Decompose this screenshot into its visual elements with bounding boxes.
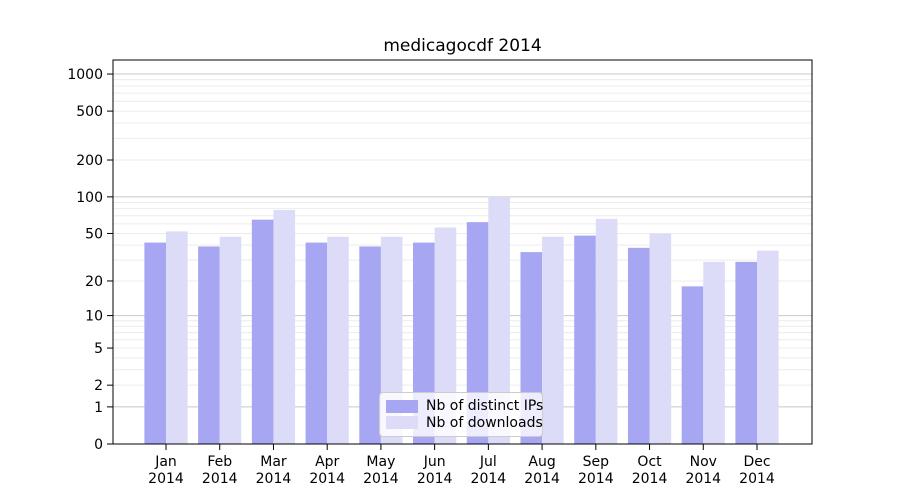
x-tick-label-year: 2014 <box>471 471 507 487</box>
bar-nb-of-downloads-sep-2014 <box>595 218 618 444</box>
bar-nb-of-downloads-dec-2014 <box>756 250 779 444</box>
bar-nb-of-distinct-ips-sep-2014 <box>574 235 596 444</box>
bar-nb-of-downloads-oct-2014 <box>649 233 672 444</box>
y-tick-label: 2 <box>94 378 103 394</box>
bar-nb-of-distinct-ips-feb-2014 <box>198 246 220 444</box>
y-tick-label: 0 <box>94 437 103 453</box>
x-tick-label-month: Oct <box>637 454 662 470</box>
x-tick-label-month: Sep <box>583 454 610 470</box>
legend-item-downloads: Nb of downloads <box>386 415 543 431</box>
y-tick-label: 500 <box>76 104 103 120</box>
x-tick-label-year: 2014 <box>148 471 184 487</box>
legend-swatch-downloads <box>386 416 418 430</box>
y-tick-label: 50 <box>85 226 103 242</box>
bar-nb-of-downloads-jul-2014 <box>488 196 510 444</box>
x-tick-label-year: 2014 <box>632 471 668 487</box>
y-tick-label: 200 <box>76 153 103 169</box>
y-tick-label: 1000 <box>67 67 103 83</box>
bar-nb-of-downloads-mar-2014 <box>273 210 296 444</box>
plot-frame <box>112 59 813 445</box>
y-tick-label: 10 <box>85 309 103 325</box>
x-tick-label-month: Mar <box>260 454 287 470</box>
x-tick-label-year: 2014 <box>363 471 399 487</box>
legend-swatch-distinct-ips <box>386 399 418 413</box>
bar-nb-of-distinct-ips-jan-2014 <box>144 242 166 444</box>
x-tick-label-month: Apr <box>315 454 339 470</box>
x-tick-label-year: 2014 <box>524 471 560 487</box>
bar-nb-of-distinct-ips-nov-2014 <box>681 286 704 444</box>
x-tick-label-month: Jun <box>423 454 446 470</box>
x-tick-label-month: Jul <box>479 454 497 470</box>
bar-nb-of-distinct-ips-may-2014 <box>359 246 381 444</box>
x-tick-label-year: 2014 <box>309 471 345 487</box>
legend: Nb of distinct IPs Nb of downloads <box>379 392 543 437</box>
bar-nb-of-distinct-ips-mar-2014 <box>251 219 274 444</box>
x-tick-label-month: May <box>366 454 395 470</box>
legend-item-distinct-ips: Nb of distinct IPs <box>386 398 543 414</box>
bar-nb-of-distinct-ips-dec-2014 <box>735 261 757 444</box>
x-tick-label-month: Jan <box>154 454 177 470</box>
x-tick-label-year: 2014 <box>578 471 614 487</box>
bar-nb-of-distinct-ips-jul-2014 <box>466 222 489 444</box>
x-tick-label-year: 2014 <box>739 471 775 487</box>
bar-nb-of-downloads-feb-2014 <box>219 236 242 444</box>
bar-nb-of-downloads-jan-2014 <box>166 231 188 444</box>
chart-title: medicagocdf 2014 <box>383 36 542 56</box>
x-tick-label-year: 2014 <box>417 471 453 487</box>
bar-nb-of-downloads-jun-2014 <box>434 227 457 444</box>
legend-label-distinct-ips: Nb of distinct IPs <box>426 398 544 415</box>
x-tick-label-month: Feb <box>207 454 232 470</box>
x-tick-label-year: 2014 <box>202 471 238 487</box>
y-tick-label: 1 <box>94 400 103 416</box>
x-tick-label-month: Aug <box>528 454 555 470</box>
y-tick-label: 100 <box>76 190 103 206</box>
y-tick-label: 20 <box>85 274 103 290</box>
bar-nb-of-downloads-nov-2014 <box>703 261 725 444</box>
bar-nb-of-downloads-apr-2014 <box>327 236 349 444</box>
bar-nb-of-distinct-ips-apr-2014 <box>305 242 328 444</box>
bar-nb-of-downloads-aug-2014 <box>542 236 564 444</box>
x-tick-label-month: Dec <box>743 454 770 470</box>
y-tick-label: 5 <box>94 341 103 357</box>
legend-label-downloads: Nb of downloads <box>426 414 543 431</box>
bar-nb-of-distinct-ips-oct-2014 <box>627 247 650 444</box>
x-tick-label-month: Nov <box>690 454 717 470</box>
x-tick-label-year: 2014 <box>685 471 721 487</box>
x-tick-label-year: 2014 <box>256 471 292 487</box>
